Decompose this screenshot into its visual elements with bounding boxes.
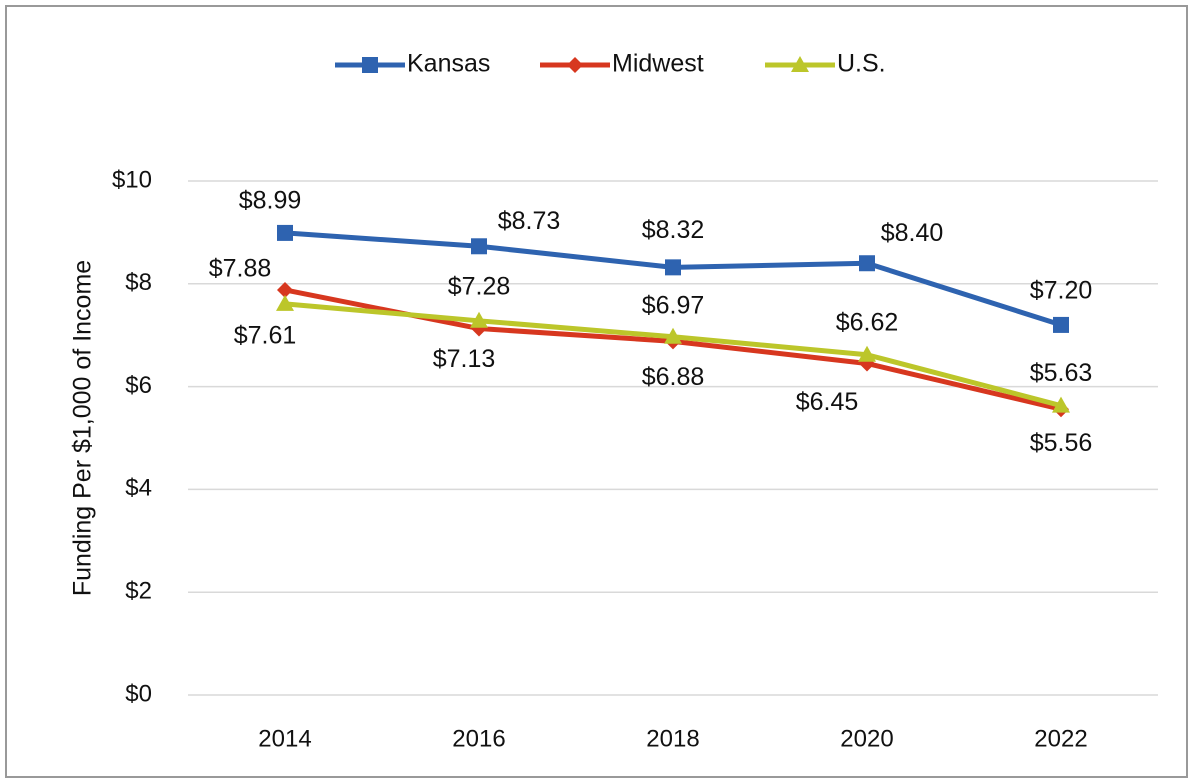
data-label: $8.73	[498, 207, 561, 235]
legend-label: U.S.	[837, 50, 886, 78]
marker	[1052, 396, 1070, 413]
data-label: $8.32	[642, 216, 705, 244]
data-label: $8.99	[239, 187, 302, 215]
x-tick-label: 2020	[840, 725, 893, 752]
y-axis-label: Funding Per $1,000 of Income	[69, 260, 97, 596]
marker	[277, 281, 293, 298]
y-tick-label: $4	[125, 475, 152, 502]
legend-label: Midwest	[612, 50, 704, 78]
data-label: $7.28	[448, 272, 511, 300]
y-tick-label: $0	[125, 680, 152, 707]
data-label: $7.20	[1030, 277, 1093, 305]
marker	[665, 259, 681, 276]
data-label: $6.97	[642, 291, 705, 319]
data-label: $5.63	[1030, 359, 1093, 387]
y-tick-label: $2	[125, 578, 152, 605]
legend-marker	[567, 57, 583, 73]
data-label: $6.45	[796, 388, 859, 416]
x-tick-label: 2022	[1034, 725, 1087, 752]
data-label: $6.62	[836, 308, 899, 336]
y-tick-label: $6	[125, 372, 152, 399]
marker	[1053, 316, 1069, 333]
x-tick-label: 2018	[646, 725, 699, 752]
data-label: $7.13	[433, 345, 496, 373]
marker	[277, 224, 293, 241]
marker	[859, 255, 875, 272]
y-tick-label: $8	[125, 269, 152, 296]
legend-label: Kansas	[407, 50, 490, 78]
data-label: $6.88	[642, 363, 705, 391]
data-label: $5.56	[1030, 429, 1093, 457]
data-label: $7.88	[209, 255, 272, 283]
legend-marker	[362, 57, 378, 73]
data-label: $8.40	[881, 219, 944, 247]
marker	[858, 345, 876, 362]
data-label: $7.61	[234, 321, 297, 349]
marker	[470, 311, 488, 328]
marker	[471, 238, 487, 255]
y-tick-label: $10	[112, 166, 152, 193]
marker	[664, 327, 682, 344]
legend-marker	[791, 56, 809, 72]
marker	[276, 294, 294, 311]
x-tick-label: 2016	[452, 725, 505, 752]
x-tick-label: 2014	[258, 725, 311, 752]
